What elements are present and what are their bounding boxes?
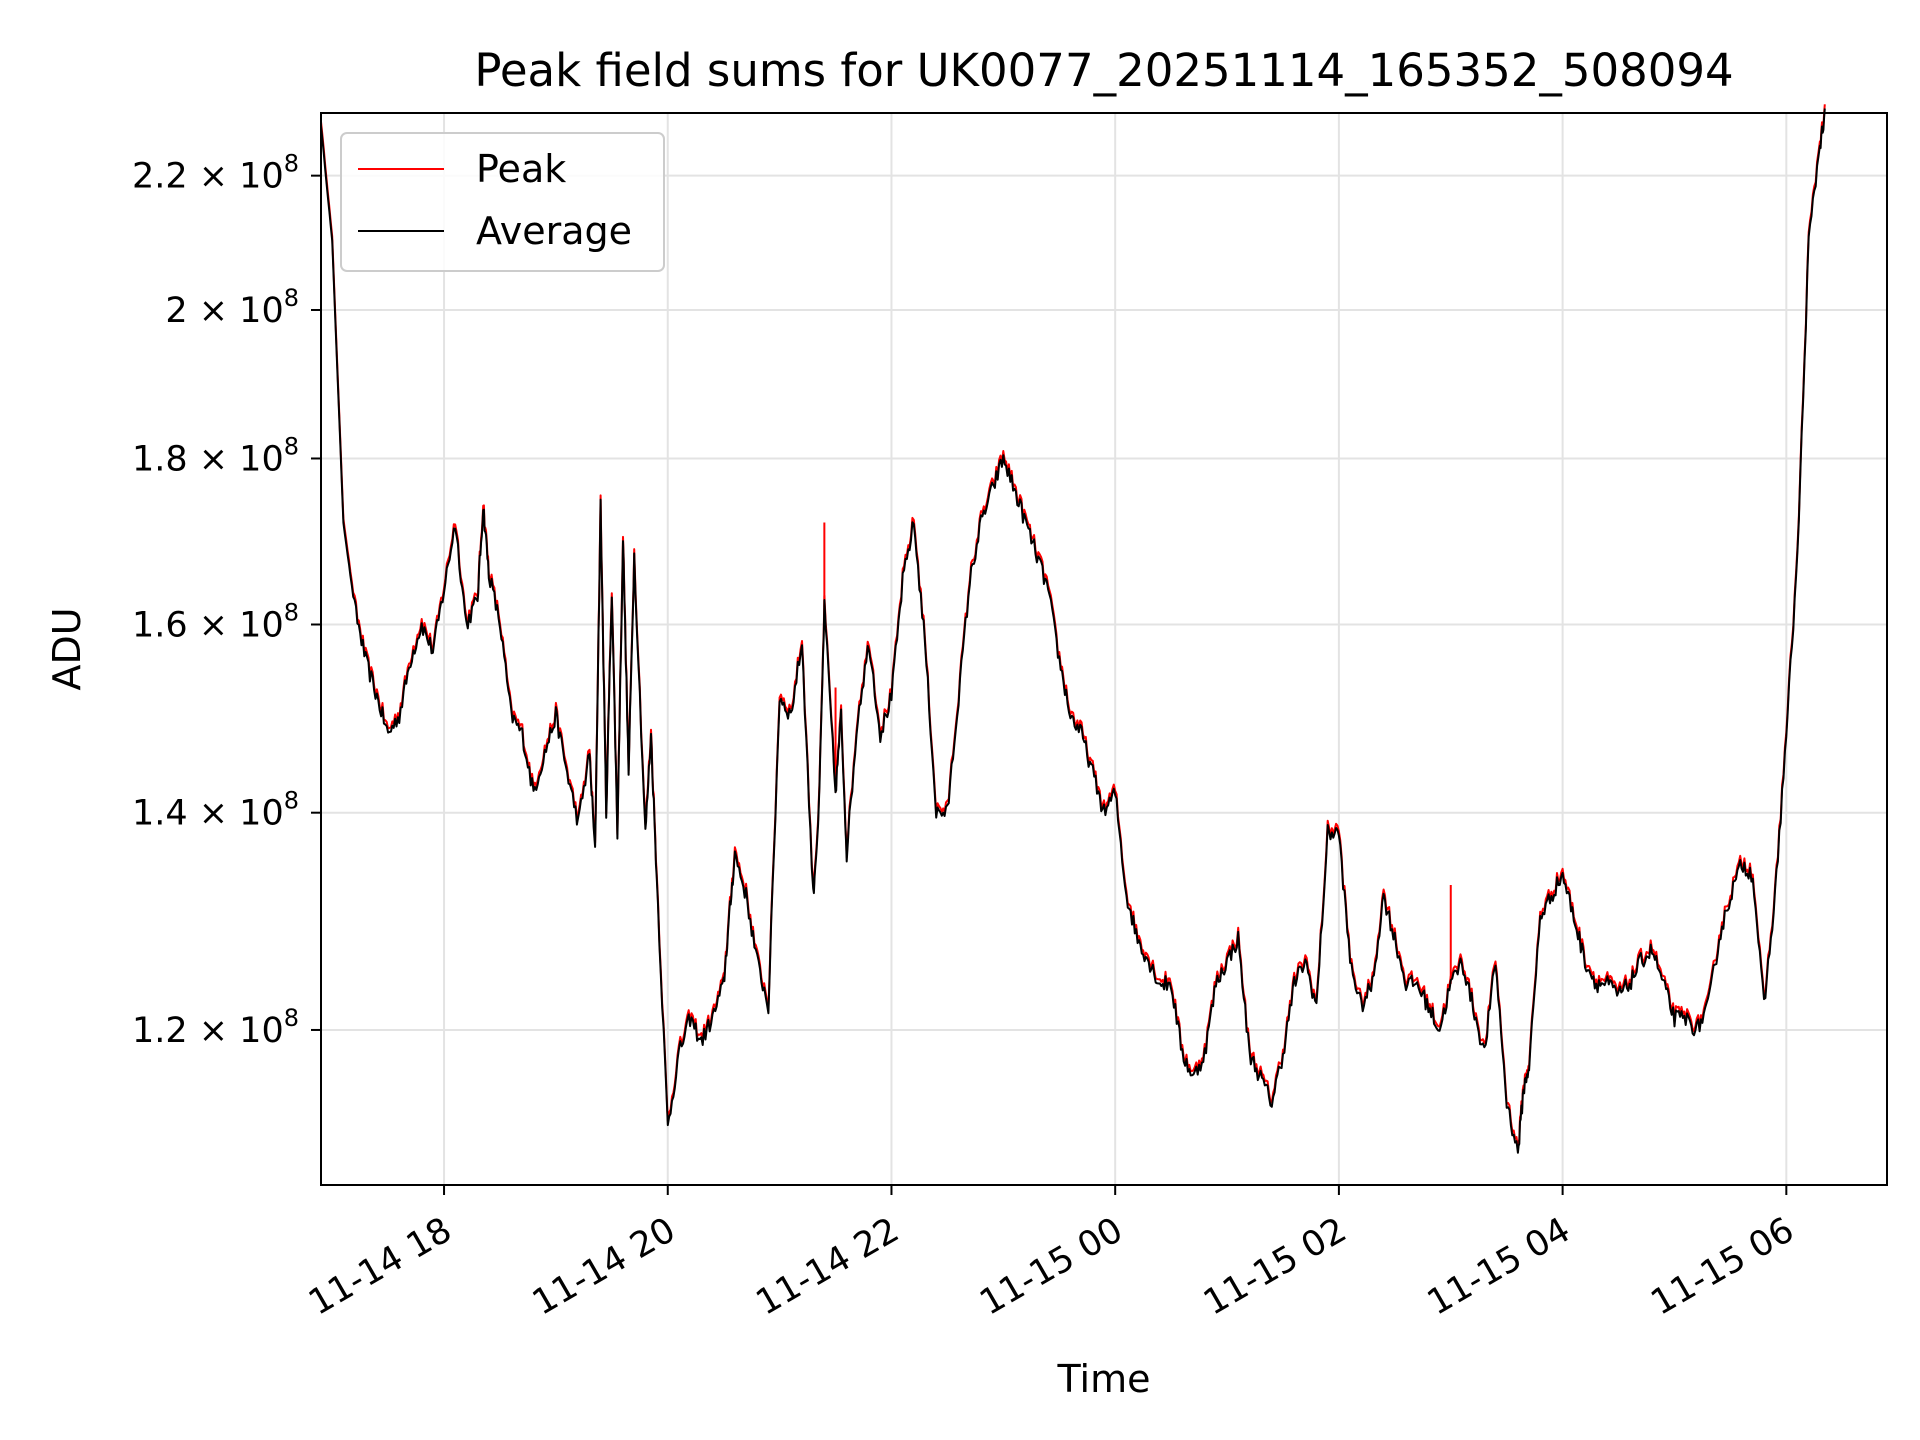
y-tick-label: 1.2 × 108 xyxy=(132,1004,299,1051)
y-axis-label: ADU xyxy=(45,607,89,690)
legend: Peak Average xyxy=(340,132,665,272)
y-tick-label: 1.6 × 108 xyxy=(132,598,299,645)
x-axis-label: Time xyxy=(1057,1357,1151,1401)
y-tick-label: 1.8 × 108 xyxy=(132,432,299,479)
y-axis: 1.2 × 108 1.4 × 108 1.6 × 108 1.8 × 108 2 × … xyxy=(132,150,321,1051)
series-group xyxy=(320,104,1826,1154)
y-tick-label: 2.2 × 108 xyxy=(132,150,299,197)
series-line-average xyxy=(320,108,1826,1154)
legend-label-average: Average xyxy=(476,209,632,253)
y-tick-label: 2 × 108 xyxy=(165,284,299,331)
chart-title: Peak field sums for UK0077_20251114_1653… xyxy=(474,44,1733,97)
grid xyxy=(321,113,1887,1185)
legend-label-peak: Peak xyxy=(476,147,566,191)
legend-box xyxy=(340,132,665,272)
plot-frame xyxy=(320,112,1888,1186)
y-tick-label: 1.4 × 108 xyxy=(132,787,299,834)
